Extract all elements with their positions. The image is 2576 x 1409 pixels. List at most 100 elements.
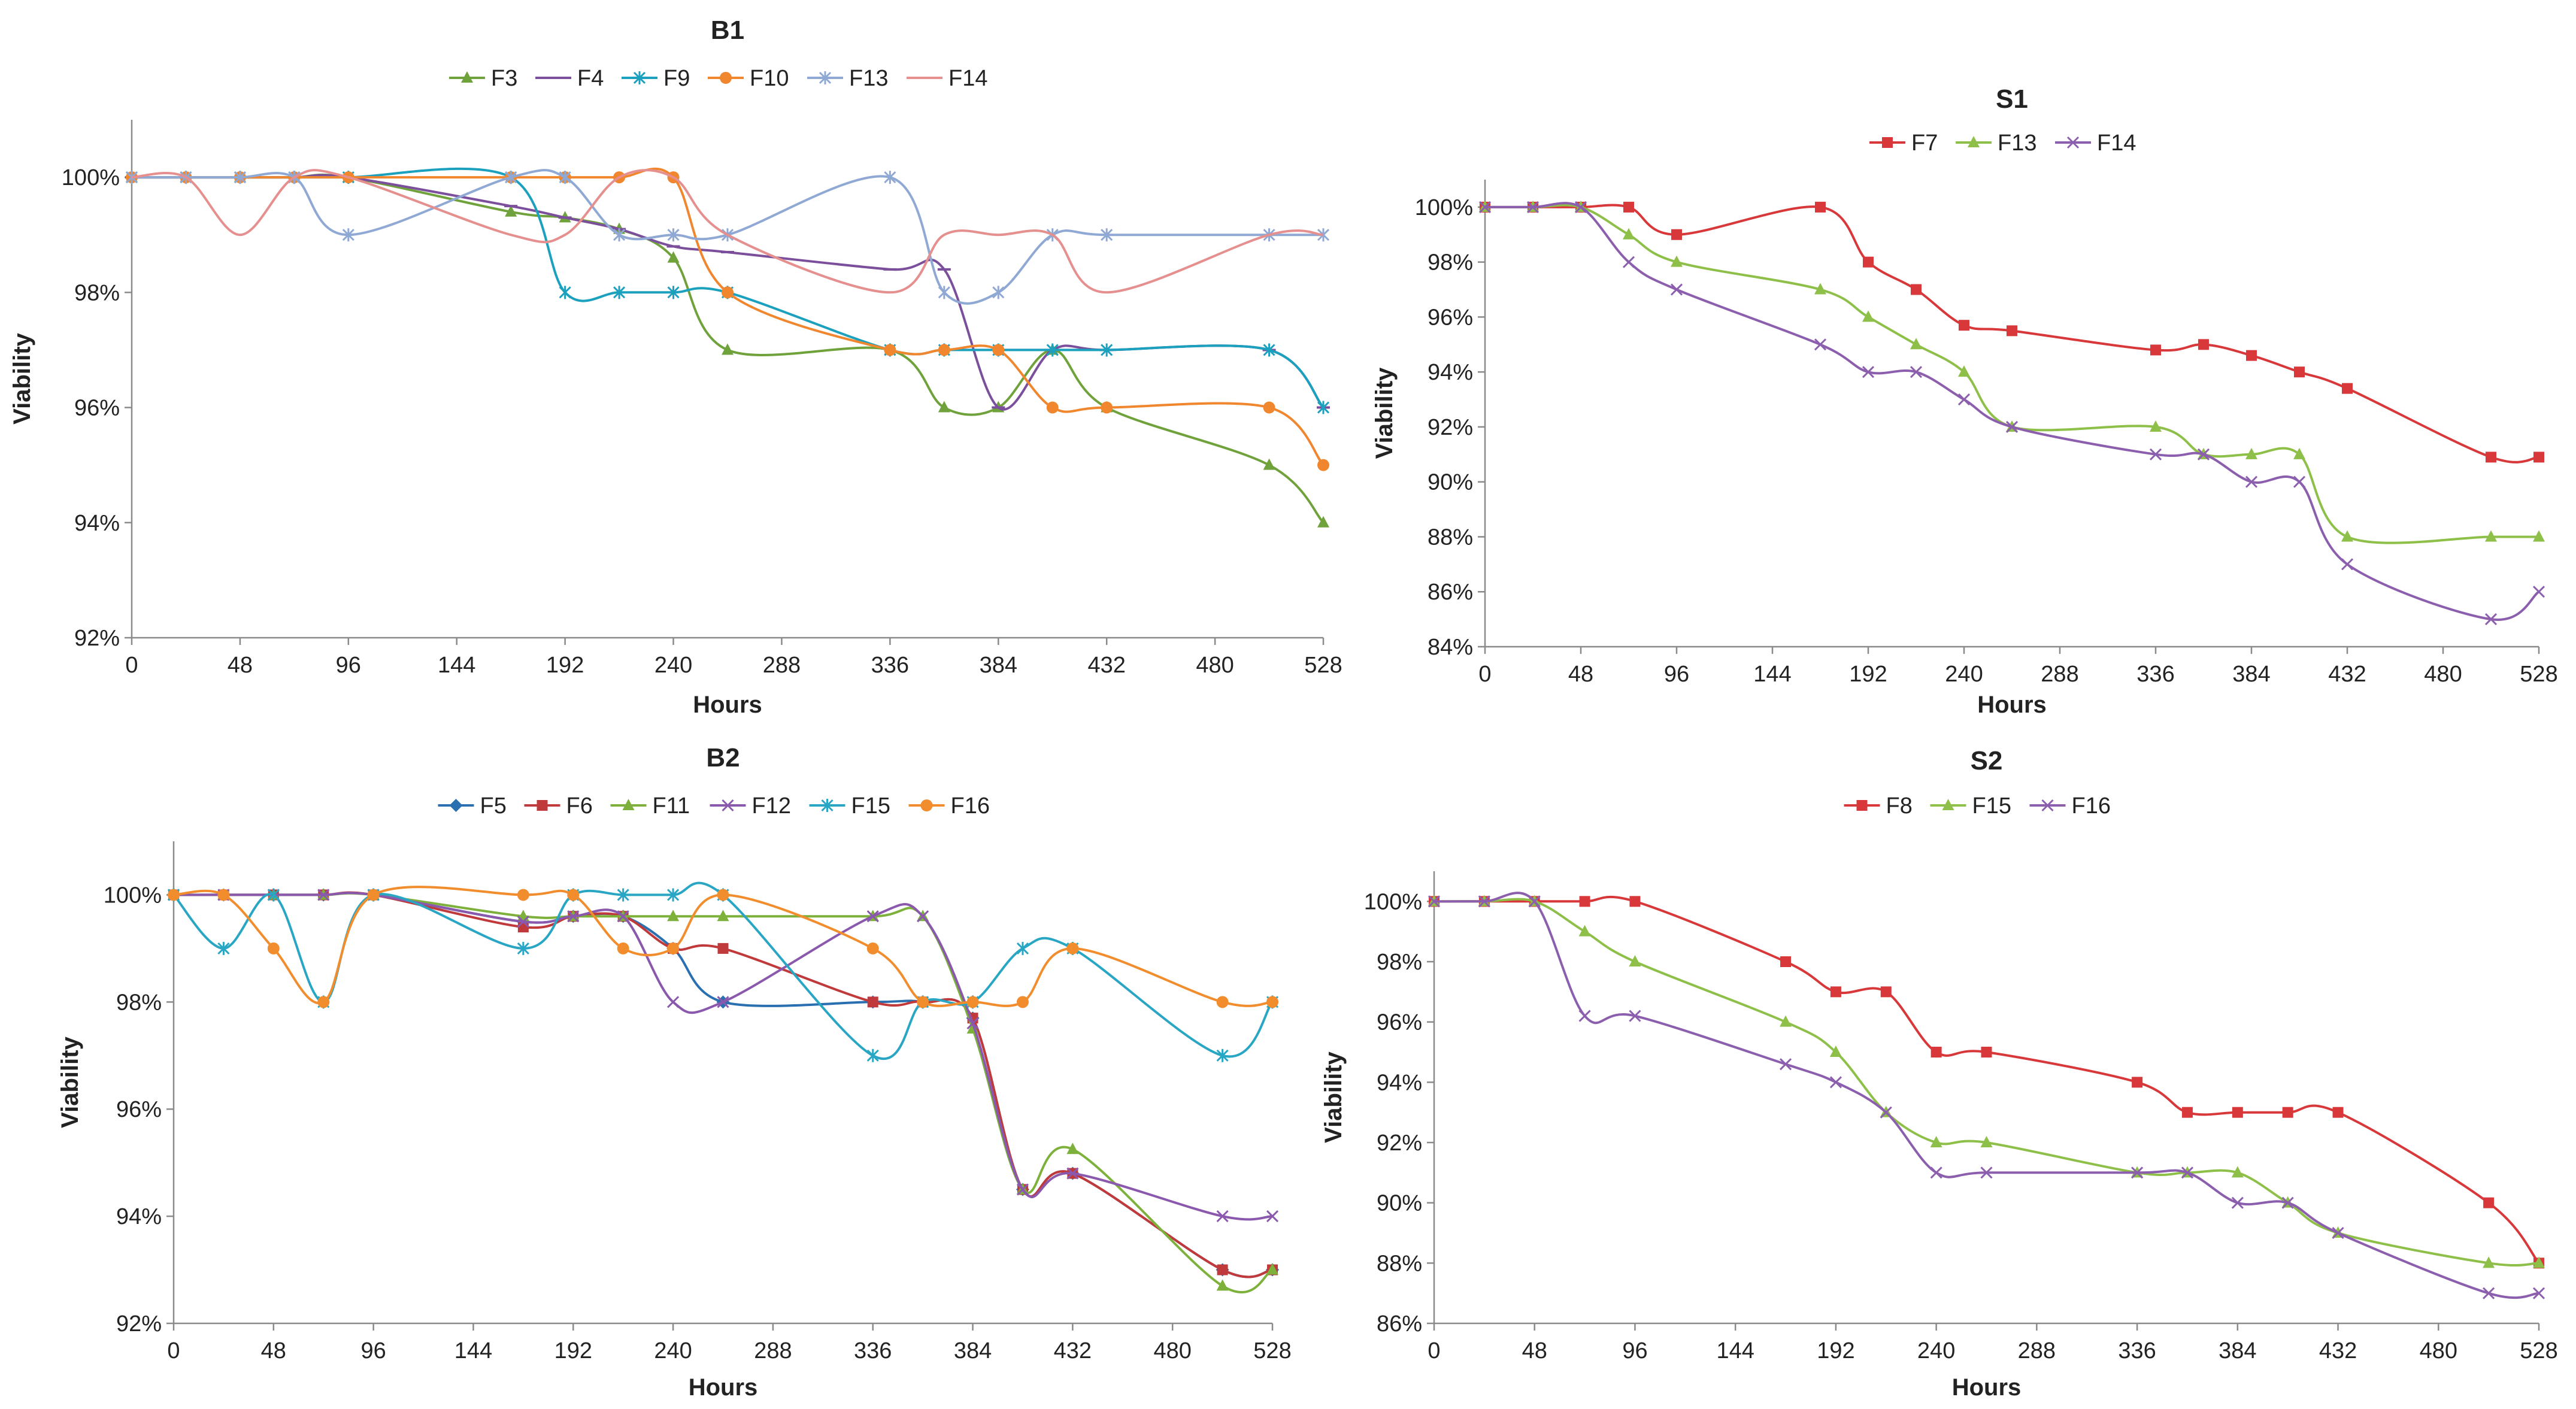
chart-s1: S1 F7 F13 F14 0 48 96 144 192 240 288 336 384 432 480 5… — [1371, 84, 2558, 718]
series-line — [172, 881, 1274, 1060]
data-point — [2293, 447, 2305, 459]
data-point — [938, 286, 950, 299]
y-tick-label: 92% — [1428, 415, 1473, 440]
series-line — [1434, 892, 2539, 1299]
legend-label: F16 — [951, 793, 990, 819]
legend-marker — [2066, 136, 2080, 149]
x-tick-label: 192 — [1849, 662, 1887, 687]
x-axis-label: Hours — [689, 1374, 758, 1401]
data-point — [1829, 1076, 1842, 1089]
series-f15 — [1428, 895, 2545, 1268]
data-point — [2231, 1196, 2244, 1209]
legend-marker — [461, 71, 473, 83]
y-tick-label: 90% — [1377, 1191, 1422, 1216]
data-point — [1578, 1010, 1591, 1022]
data-point — [1528, 895, 1541, 908]
x-tick-label: 96 — [1622, 1338, 1647, 1363]
data-point — [2341, 558, 2354, 571]
x-tick-label: 432 — [2319, 1338, 2357, 1363]
x-tick-label: 384 — [954, 1338, 992, 1363]
data-point — [2486, 452, 2496, 463]
data-point — [938, 401, 950, 413]
x-tick-label: 288 — [2018, 1338, 2056, 1363]
data-point — [317, 996, 330, 1008]
data-point — [884, 171, 896, 184]
data-point — [1910, 338, 1922, 350]
y-tick-label: 96% — [74, 396, 120, 421]
data-point — [2332, 1226, 2344, 1240]
legend-label: F9 — [663, 66, 690, 91]
data-point — [2132, 1077, 2143, 1088]
data-point — [613, 228, 626, 242]
data-point — [517, 941, 529, 955]
y-tick-label: 88% — [1377, 1251, 1422, 1276]
legend-label: F16 — [2072, 793, 2111, 819]
y-tick-label: 92% — [1377, 1131, 1422, 1156]
legend-label: F11 — [653, 793, 690, 819]
x-tick-label: 432 — [2328, 662, 2366, 687]
data-point — [1862, 310, 1874, 322]
x-tick-label: 240 — [1917, 1338, 1955, 1363]
legend-marker — [1942, 799, 1954, 810]
data-point — [992, 286, 1005, 299]
legend: F7 F13 F14 — [1869, 131, 2136, 156]
data-point — [1317, 516, 1329, 528]
x-tick-label: 288 — [763, 653, 801, 678]
series-f8 — [1429, 895, 2544, 1269]
series-line — [1434, 895, 2540, 1264]
series-line — [131, 167, 1325, 466]
x-tick-label: 96 — [336, 653, 361, 678]
x-tick-label: 240 — [654, 1338, 692, 1363]
data-point — [2198, 339, 2209, 350]
data-point — [217, 941, 230, 955]
series-line — [1484, 204, 2539, 544]
data-point — [1980, 1136, 1993, 1147]
data-point — [2245, 447, 2257, 459]
data-point — [884, 344, 896, 356]
legend-label: F10 — [750, 66, 789, 91]
data-point — [1046, 343, 1059, 357]
data-point — [1263, 343, 1275, 357]
x-tick-label: 336 — [2118, 1338, 2156, 1363]
data-point — [667, 942, 680, 955]
data-point — [667, 888, 680, 902]
data-point — [2293, 475, 2306, 488]
y-tick-label: 92% — [74, 626, 120, 651]
data-point — [1428, 895, 1441, 908]
x-tick-label: 48 — [1568, 662, 1593, 687]
x-tick-label: 144 — [454, 1338, 492, 1363]
data-point — [1671, 229, 1682, 240]
x-tick-label: 0 — [167, 1338, 180, 1363]
x-tick-label: 480 — [1196, 653, 1234, 678]
data-point — [2342, 383, 2353, 394]
y-tick-label: 100% — [62, 165, 120, 190]
x-tick-label: 48 — [228, 653, 253, 678]
data-point — [1814, 283, 1826, 295]
y-tick-label: 100% — [1364, 889, 1422, 914]
data-point — [1957, 393, 1971, 406]
legend-marker — [633, 71, 646, 84]
data-point — [1016, 941, 1029, 955]
data-point — [717, 910, 729, 922]
x-tick-label: 336 — [854, 1338, 892, 1363]
legend-label: F7 — [1911, 131, 1938, 156]
legend-marker — [537, 800, 548, 811]
legend: F8 F15 F16 — [1844, 793, 2111, 819]
series-f16 — [168, 886, 1278, 1008]
x-tick-label: 480 — [2420, 1338, 2457, 1363]
y-tick-label: 94% — [1377, 1070, 1422, 1095]
data-point — [866, 910, 879, 923]
legend-label: F14 — [2097, 131, 2136, 156]
data-point — [2245, 475, 2258, 488]
y-tick-label: 98% — [116, 990, 162, 1015]
data-point — [1958, 365, 1970, 377]
data-point — [966, 1017, 979, 1030]
data-point — [317, 889, 330, 901]
y-axis-label: Viability — [1320, 1051, 1347, 1143]
legend-label: F14 — [948, 66, 987, 91]
series-f12 — [167, 889, 1279, 1223]
data-point — [1829, 1046, 1842, 1057]
x-tick-label: 528 — [1253, 1338, 1291, 1363]
data-point — [2483, 1287, 2495, 1299]
data-point — [1629, 955, 1641, 966]
